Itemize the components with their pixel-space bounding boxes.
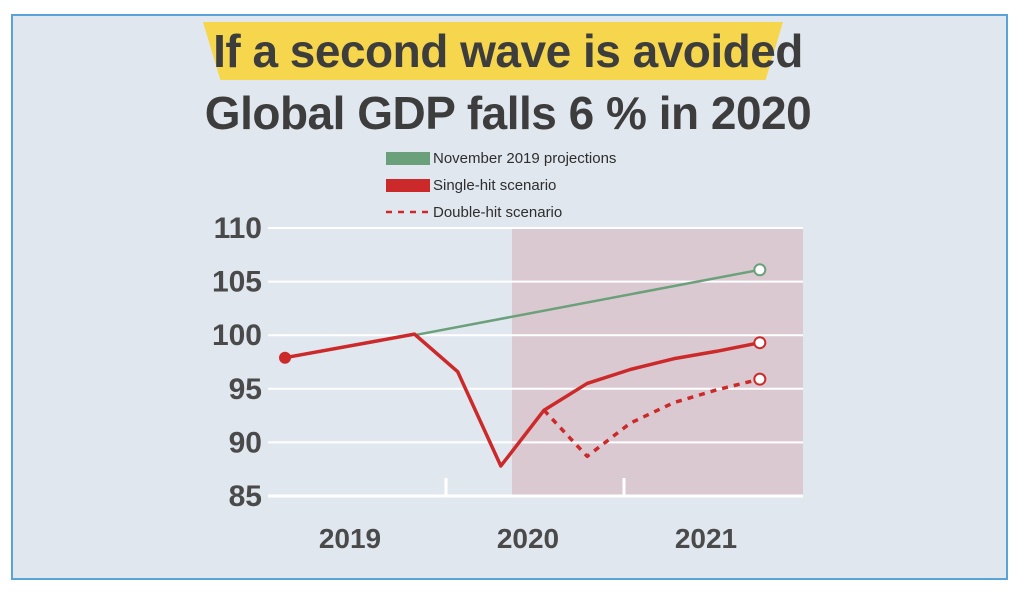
y-tick-label: 90 xyxy=(229,426,262,459)
x-tick-label: 2021 xyxy=(675,523,737,554)
legend-swatch-projection xyxy=(386,152,430,165)
chart-frame xyxy=(11,14,1008,580)
series-end-marker xyxy=(753,372,767,386)
legend-label-projection: November 2019 projections xyxy=(433,150,616,167)
y-tick-label: 85 xyxy=(229,480,262,513)
y-tick-label: 95 xyxy=(229,373,262,406)
chart-title: If a second wave is avoided xyxy=(213,25,803,77)
legend-label-single: Single-hit scenario xyxy=(433,177,556,194)
series-line-double xyxy=(542,377,761,459)
series-start-marker xyxy=(279,351,291,364)
legend-swatch-single xyxy=(386,179,430,192)
x-tick-label: 2020 xyxy=(497,523,559,554)
title-highlight xyxy=(203,22,783,80)
y-tick-label: 100 xyxy=(212,319,262,352)
series-line-single xyxy=(284,332,761,468)
y-tick-label: 110 xyxy=(214,212,262,245)
series-line-projection xyxy=(414,268,761,337)
y-tick-label: 105 xyxy=(212,266,262,299)
series-end-marker xyxy=(753,336,767,350)
chart-subtitle: Global GDP falls 6 % in 2020 xyxy=(204,87,812,139)
series-end-marker xyxy=(753,263,767,277)
x-tick-label: 2019 xyxy=(319,523,381,554)
legend-label-double: Double-hit scenario xyxy=(433,204,562,221)
